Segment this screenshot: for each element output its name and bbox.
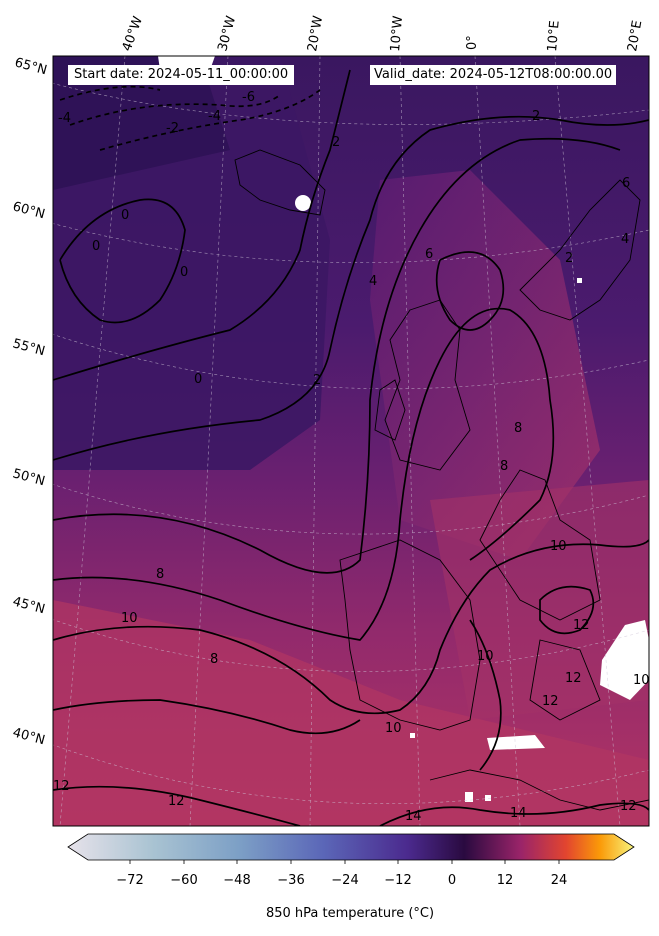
colorbar-label: 850 hPa temperature (°C) [265, 906, 435, 921]
colorbar-tick-label: −72 [116, 873, 143, 888]
lon-label: 0° [465, 35, 480, 50]
contour-label: 0 [180, 265, 188, 280]
start-date-label: Start date: 2024-05-11_00:00:00 [68, 65, 295, 85]
colorbar-ticks: −72 −60 −48 −36 −24 −12 0 12 24 [116, 860, 567, 888]
contour-label: 12 [53, 779, 70, 794]
contour-label: 2 [313, 373, 321, 388]
latitude-labels: 65°N 60°N 55°N 50°N 45°N 40°N [11, 55, 49, 748]
colorbar-tick-label: −60 [170, 873, 197, 888]
contour-label: 8 [210, 652, 218, 667]
contour-label: 0 [92, 239, 100, 254]
contour-label: 6 [425, 247, 433, 262]
lat-label: 45°N [11, 594, 47, 617]
lon-label: 10°E [545, 20, 563, 52]
contour-label: 8 [514, 421, 522, 436]
contour-label: 2 [332, 135, 340, 150]
colorbar-tick-label: 0 [448, 873, 456, 888]
longitude-labels: 40°W 30°W 20°W 10°W 0° 10°E 20°E [120, 14, 646, 53]
contour-label: 8 [500, 459, 508, 474]
lon-label: 30°W [215, 14, 239, 53]
coastlines [234, 149, 649, 811]
contour-label: 0 [194, 372, 202, 387]
contour-label: 10 [633, 673, 650, 688]
contour-label: 10 [121, 611, 138, 626]
contour-label: 2 [532, 109, 540, 124]
contour-label: -6 [242, 90, 255, 105]
contour-label: 4 [369, 274, 377, 289]
lon-label: 40°W [120, 14, 146, 53]
contour-label: 8 [156, 567, 164, 582]
contour-label: -2 [166, 121, 179, 136]
contour-label: -4 [58, 111, 71, 126]
graticule [53, 56, 649, 826]
map-frame [52, 55, 650, 827]
contour-label: -4 [208, 109, 221, 124]
contour-lines [53, 69, 649, 826]
lon-label: 20°E [625, 19, 645, 52]
contour-label: 14 [510, 806, 527, 821]
colorbar-tick-label: −12 [384, 873, 411, 888]
valid-date-label: Valid_date: 2024-05-12T08:00:00.00 [370, 65, 617, 85]
contour-label: 12 [620, 799, 637, 814]
lat-label: 60°N [11, 199, 47, 222]
contour-label: 12 [168, 794, 185, 809]
colorbar-tick-label: −36 [277, 873, 304, 888]
contour-label: 10 [550, 539, 567, 554]
lat-label: 50°N [11, 466, 47, 489]
colorbar-tick-label: −48 [223, 873, 250, 888]
contour-label: 0 [121, 208, 129, 223]
contour-label: 14 [405, 809, 422, 824]
contour-label: 12 [573, 618, 590, 633]
contour-label: 10 [385, 721, 402, 736]
colorbar [67, 833, 635, 861]
lat-label: 65°N [13, 55, 49, 78]
colorbar-tick-label: 24 [551, 873, 568, 888]
lon-label: 10°W [388, 15, 406, 52]
contour-label: 2 [565, 251, 573, 266]
lat-label: 55°N [11, 336, 47, 359]
contour-label: 10 [477, 649, 494, 664]
contour-label: 6 [622, 176, 630, 191]
colorbar-tick-label: 12 [497, 873, 514, 888]
colorbar-tick-label: −24 [331, 873, 358, 888]
contour-label-group: -6 -4 -2 -4 2 0 0 0 0 2 2 4 6 2 4 6 8 8 … [53, 90, 650, 824]
contour-label: 12 [542, 694, 559, 709]
lon-label: 20°W [305, 15, 326, 53]
contour-label: 4 [621, 232, 629, 247]
lat-label: 40°N [11, 725, 47, 748]
contour-label: 12 [565, 671, 582, 686]
